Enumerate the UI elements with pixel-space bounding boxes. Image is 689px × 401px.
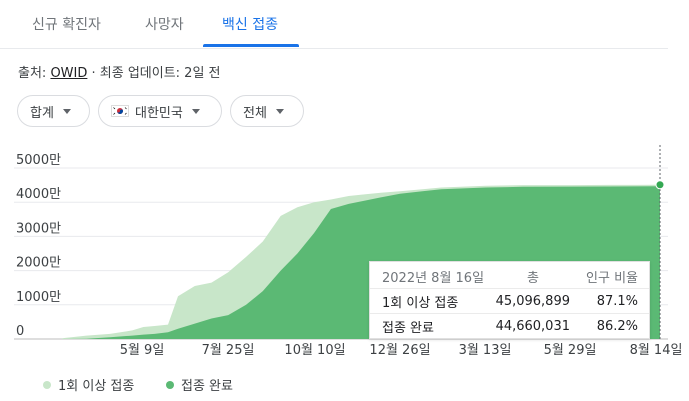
tooltip-row: 접종 완료 44,660,031 86.2% [370,314,649,338]
tooltip-divider [370,288,649,289]
tooltip-row-total: 45,096,899 [495,293,570,309]
source-prefix: 출처: [18,66,51,81]
scope-filter[interactable]: 전체 [230,95,304,127]
legend-label: 접종 완료 [181,379,233,394]
x-tick-label: 5월 29일 [544,343,597,358]
metric-filter-label: 합계 [30,105,54,121]
y-tick-label: 2000만 [16,256,61,271]
legend-label: 1회 이상 접종 [58,379,135,394]
tooltip-row-ratio: 86.2% [596,318,638,334]
chart-tooltip: 2022년 8월 16일 총 인구 비율 1회 이상 접종 45,096,899… [369,261,650,339]
x-tick-label: 10월 10일 [284,343,345,358]
tooltip-col-total: 총 [527,270,539,286]
hover-marker [655,180,665,190]
tooltip-row-ratio: 87.1% [596,293,638,309]
last-updated: · 최종 업데이트: 2일 전 [87,66,221,81]
tooltip-date: 2022년 8월 16일 [382,270,485,286]
legend-swatch [166,380,174,389]
tab-deaths[interactable]: 사망자 [145,17,184,33]
y-tick-label: 3000만 [16,221,61,236]
scope-filter-label: 전체 [243,105,267,121]
tooltip-row: 1회 이상 접종 45,096,899 87.1% [370,289,649,313]
y-tick-label: 0 [16,324,24,339]
tooltip-divider [370,313,649,314]
tooltip-row-total: 44,660,031 [495,318,570,334]
tab-vaccination[interactable]: 백신 접종 [222,17,278,33]
source-link[interactable]: OWID [50,66,88,81]
y-tick-label: 1000만 [16,290,61,305]
metric-filter[interactable]: 합계 [17,95,90,127]
tab-bar: 신규 확진자 사망자 백신 접종 [0,0,668,49]
y-tick-label: 5000만 [16,153,61,168]
tooltip-row-label: 접종 완료 [382,320,434,336]
x-tick-label: 8월 14일 [630,343,683,358]
legend-item-fully-vaccinated: 접종 완료 [166,375,233,394]
korea-flag-icon [111,105,129,117]
active-tab-indicator [203,44,299,47]
legend-item-first-dose: 1회 이상 접종 [43,375,134,394]
x-tick-label: 5월 9일 [120,343,165,358]
tooltip-row-label: 1회 이상 접종 [382,295,459,311]
tooltip-col-ratio: 인구 비율 [586,270,638,286]
country-filter[interactable]: 대한민국 [98,95,222,127]
tab-new-cases[interactable]: 신규 확진자 [32,17,101,33]
country-filter-label: 대한민국 [135,105,183,121]
x-tick-label: 7월 25일 [202,343,255,358]
x-tick-label: 12월 26일 [369,343,430,358]
y-tick-label: 4000만 [16,187,61,202]
source-line: 출처: OWID · 최종 업데이트: 2일 전 [18,62,221,81]
x-tick-label: 3월 13일 [459,343,512,358]
chevron-down-icon [191,108,200,114]
chevron-down-icon [275,108,284,114]
legend-swatch [43,380,51,389]
tooltip-header: 2022년 8월 16일 총 인구 비율 [370,264,649,288]
chevron-down-icon [62,108,71,114]
